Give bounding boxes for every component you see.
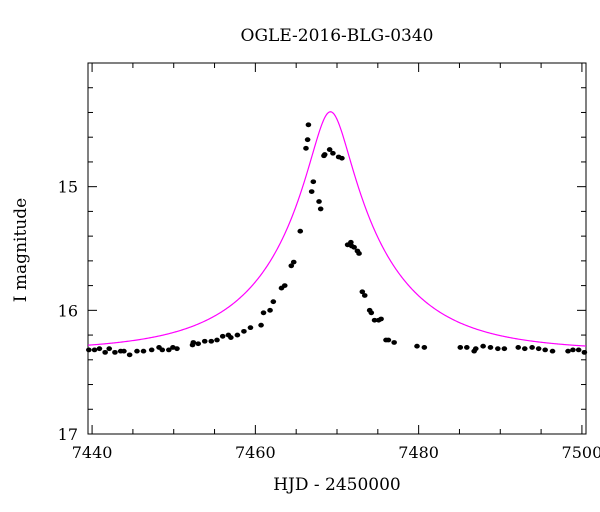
x-tick-label: 7500	[562, 443, 600, 462]
data-point	[368, 310, 375, 316]
data-point	[228, 335, 234, 340]
data-point	[359, 289, 366, 295]
data-point	[304, 137, 311, 143]
data-point	[421, 345, 428, 350]
data-point	[348, 239, 354, 245]
data-point	[521, 346, 528, 352]
data-point	[247, 325, 254, 331]
data-point	[457, 345, 464, 350]
data-point	[317, 206, 324, 212]
data-point	[495, 346, 501, 352]
data-point	[515, 345, 522, 350]
data-point	[208, 338, 215, 344]
data-point	[288, 263, 295, 269]
y-tick-label: 15	[58, 178, 78, 197]
data-point	[195, 341, 202, 347]
data-point	[535, 346, 542, 352]
data-point	[290, 259, 297, 265]
data-point	[234, 332, 241, 338]
y-tick-label: 16	[58, 301, 78, 320]
y-tick-label: 17	[58, 425, 78, 444]
data-point	[126, 352, 133, 358]
data-point	[305, 122, 312, 128]
data-point	[316, 199, 322, 204]
data-point	[219, 333, 226, 339]
data-point	[134, 348, 140, 354]
data-point	[529, 345, 535, 350]
data-point	[391, 340, 397, 345]
data-point	[308, 189, 315, 195]
data-point	[214, 337, 220, 343]
data-point	[339, 155, 345, 161]
model-curve-group	[87, 111, 587, 347]
x-axis-label: HJD - 2450000	[273, 475, 401, 495]
data-point	[549, 348, 556, 354]
x-tick-label: 7480	[398, 443, 439, 462]
data-point	[570, 347, 576, 353]
data-point	[102, 349, 108, 355]
data-point	[303, 145, 309, 151]
chart-title: OGLE-2016-BLG-0340	[241, 26, 434, 46]
data-point	[321, 152, 328, 157]
data-point	[297, 228, 304, 234]
data-point	[201, 338, 208, 344]
data-point	[96, 346, 103, 352]
data-point	[385, 337, 392, 343]
data-point	[174, 346, 180, 352]
data-point	[267, 307, 273, 313]
data-point	[330, 150, 336, 156]
data-point	[414, 343, 420, 349]
data-point	[361, 293, 368, 298]
data-point	[351, 244, 357, 250]
data-point	[464, 345, 470, 350]
tick-labels: 7440 7460 7480 7500 15 16 17	[58, 178, 600, 462]
data-point	[356, 251, 362, 256]
data-point	[140, 348, 147, 354]
data-point	[581, 349, 588, 355]
data-point	[190, 340, 197, 345]
model-curve	[87, 111, 587, 347]
data-point	[281, 283, 288, 288]
data-point	[371, 317, 378, 323]
data-point	[106, 346, 113, 352]
data-point	[326, 147, 333, 152]
data-point	[542, 347, 548, 353]
data-point	[480, 343, 486, 349]
axis-ticks	[88, 62, 586, 435]
data-point	[121, 348, 127, 354]
data-point	[472, 346, 479, 352]
data-point	[91, 347, 98, 353]
data-point	[270, 299, 277, 305]
data-point	[258, 322, 264, 328]
data-point	[310, 179, 317, 185]
data-point	[166, 347, 172, 353]
data-point	[86, 347, 92, 353]
data-point	[501, 346, 508, 352]
data-points-group	[86, 122, 588, 358]
data-point	[378, 316, 384, 322]
data-point	[260, 310, 267, 316]
data-point	[112, 349, 118, 355]
data-point	[565, 348, 571, 354]
x-tick-label: 7460	[235, 443, 276, 462]
x-tick-label: 7440	[72, 443, 113, 462]
data-point	[148, 347, 155, 353]
data-point	[159, 347, 166, 353]
data-point	[241, 328, 247, 334]
y-axis-label: I magnitude	[11, 198, 31, 302]
data-point	[575, 347, 582, 353]
data-point	[487, 345, 494, 350]
